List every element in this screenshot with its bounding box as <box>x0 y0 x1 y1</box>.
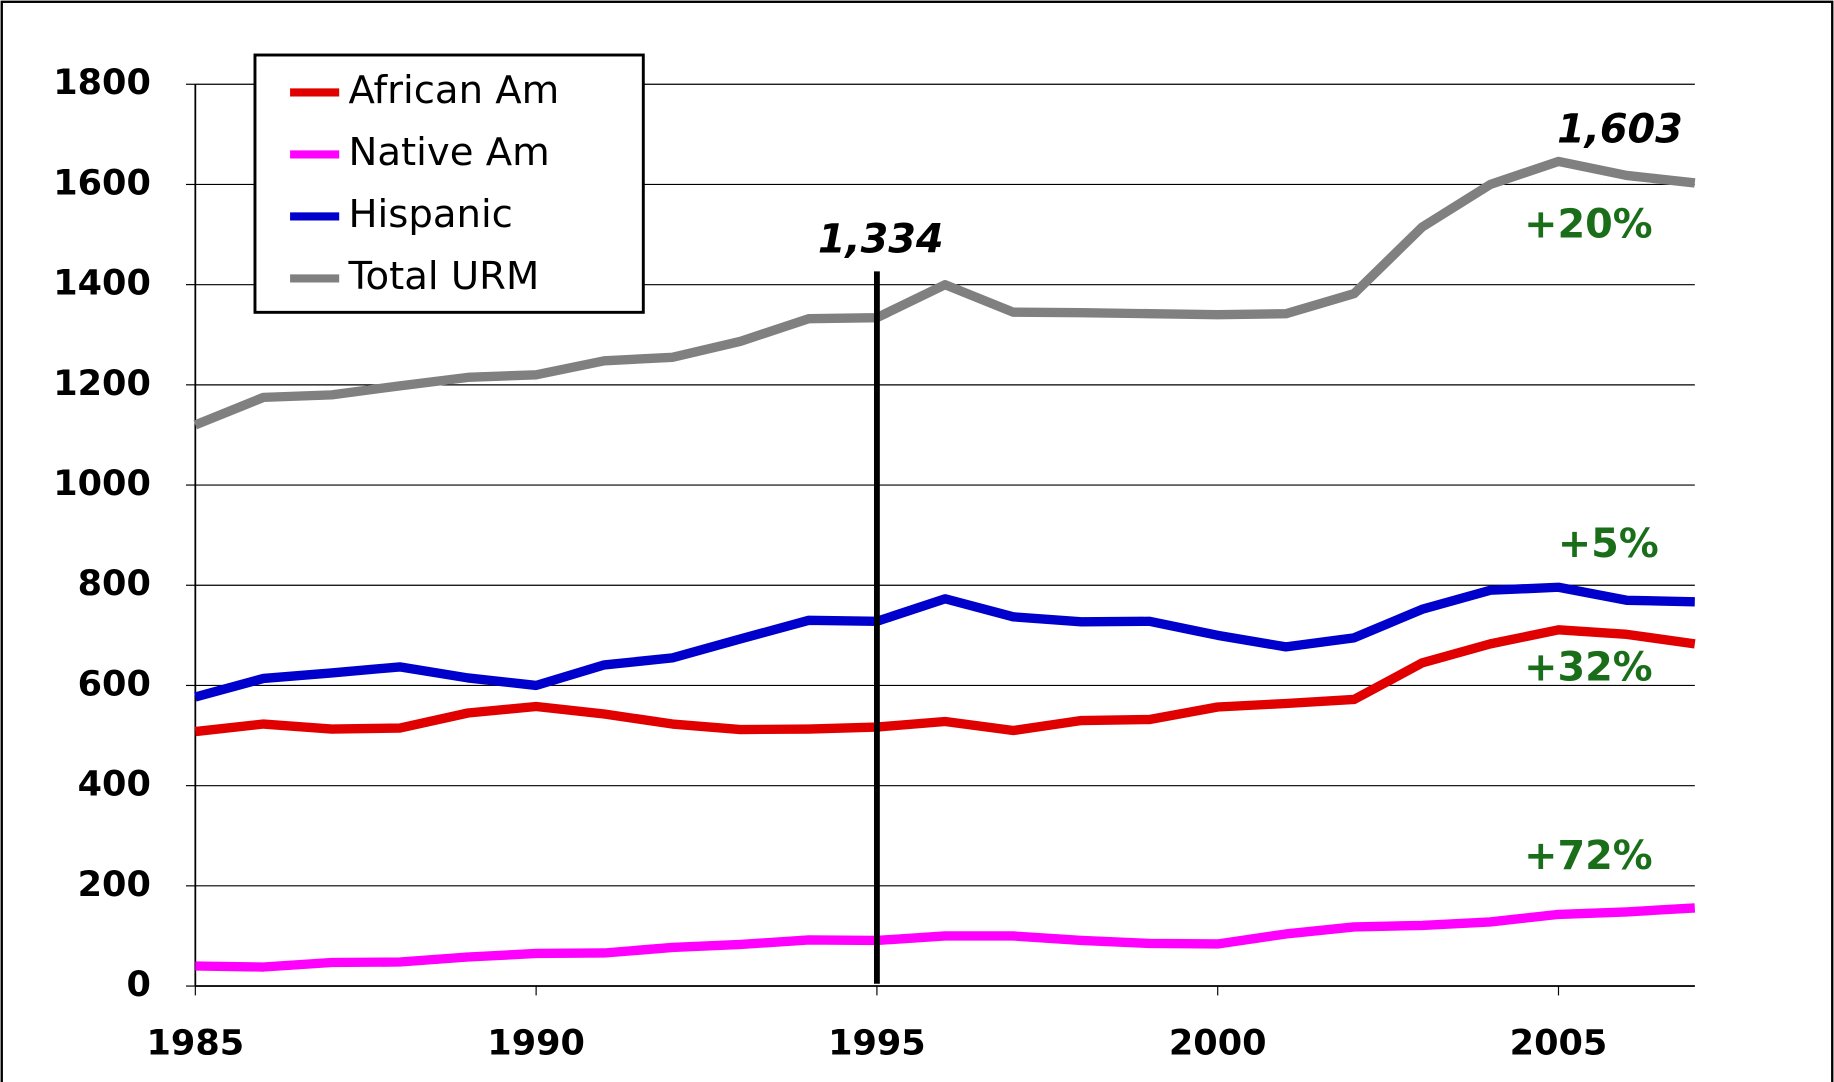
legend-label: Native Am <box>349 130 550 175</box>
y-tick-label: 1200 <box>53 363 151 404</box>
x-tick-label: 1985 <box>147 1023 245 1064</box>
x-tick-label: 2000 <box>1169 1023 1267 1064</box>
annotation: +32% <box>1524 645 1652 691</box>
y-tick-label: 1800 <box>53 62 151 103</box>
y-tick-label: 1400 <box>53 263 151 304</box>
x-tick-label: 2005 <box>1510 1023 1608 1064</box>
annotation: 1,603 <box>1557 107 1683 153</box>
y-tick-label: 0 <box>126 964 150 1005</box>
legend-label: African Am <box>349 68 560 113</box>
annotation: 1,334 <box>818 217 944 263</box>
series-line <box>194 625 1696 737</box>
y-tick-label: 800 <box>78 563 151 604</box>
y-tick-label: 600 <box>78 663 151 704</box>
series-line <box>193 156 1696 430</box>
x-tick-label: 1995 <box>828 1023 926 1064</box>
y-tick-label: 400 <box>78 764 151 805</box>
series-line <box>195 903 1696 972</box>
annotation: +5% <box>1558 521 1659 567</box>
y-tick-label: 200 <box>78 864 151 905</box>
annotation: +20% <box>1524 201 1652 247</box>
x-tick-label: 1990 <box>487 1023 585 1064</box>
legend-label: Total URM <box>348 254 540 299</box>
annotation: +72% <box>1524 833 1652 879</box>
y-tick-label: 1000 <box>53 463 151 504</box>
series-line <box>194 582 1695 702</box>
y-tick-label: 1600 <box>53 162 151 203</box>
legend-label: Hispanic <box>349 192 513 237</box>
legend-box <box>253 53 645 314</box>
